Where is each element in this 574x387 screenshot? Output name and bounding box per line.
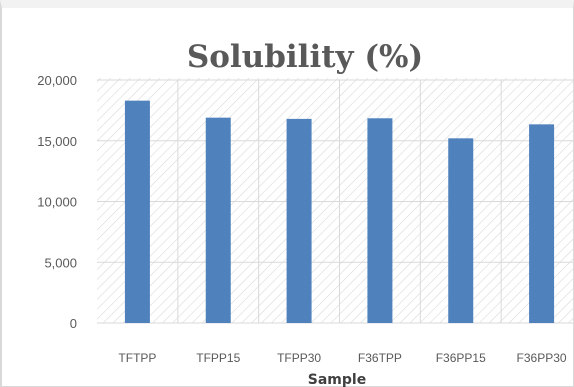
- bar-tfpp15: [205, 117, 231, 323]
- bar-tfpp30: [286, 118, 312, 323]
- x-category-label: F36PP30: [517, 351, 567, 365]
- y-tick-label: 5,000: [44, 255, 77, 270]
- x-axis-title: Sample: [308, 372, 366, 387]
- y-axis-tick-labels: 0 5,000 10,000 15,000 20,000: [37, 73, 77, 331]
- bar-f36tpp: [367, 118, 393, 324]
- bar-f36pp30: [529, 124, 555, 323]
- bar-f36pp15: [448, 138, 474, 323]
- plot-area: [97, 78, 574, 323]
- y-tick-label: 20,000: [37, 73, 77, 88]
- x-category-label: F36TPP: [358, 351, 402, 365]
- x-category-label: TFPP30: [277, 351, 321, 365]
- y-tick-label: 15,000: [37, 134, 77, 149]
- chart-title: Solubility (%): [187, 39, 423, 75]
- gridlines: [97, 79, 574, 324]
- x-category-label: TFTPP: [118, 351, 156, 365]
- y-tick-label: 0: [70, 316, 77, 331]
- bars: [124, 100, 555, 324]
- x-category-label: TFPP15: [196, 351, 240, 365]
- x-axis-category-labels: TFTPP TFPP15 TFPP30 F36TPP F36PP15 F36PP30: [118, 351, 567, 365]
- y-tick-label: 10,000: [37, 195, 77, 210]
- bar-tftpp: [124, 100, 150, 323]
- x-category-label: F36PP15: [436, 351, 486, 365]
- category-gridlines: [177, 80, 502, 323]
